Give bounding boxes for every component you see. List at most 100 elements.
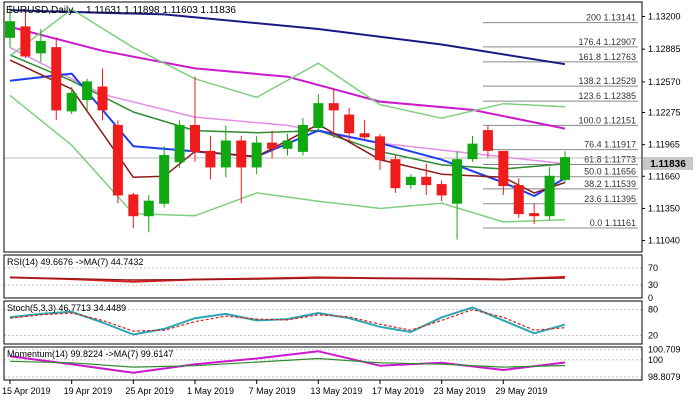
fib-label: 50.0 1.11656 [584, 167, 636, 177]
candle-body [190, 124, 200, 152]
indicator-line [9, 309, 566, 332]
date-tick-label: 1 May 2019 [187, 386, 234, 396]
candle-body [513, 185, 524, 215]
moving-average-line [9, 25, 566, 130]
date-tick-label: 23 May 2019 [434, 386, 486, 396]
current-price-box [643, 157, 693, 170]
price-axis: 1.13200 1.12885 1.12570 1.12275 1.11965 1.116… [642, 12, 681, 246]
candle-body [82, 81, 93, 101]
candle-body [467, 143, 478, 160]
indicator-tick-label: 80 [648, 305, 658, 315]
candle-body [375, 136, 385, 161]
candle-body [51, 47, 62, 111]
panel-frame [3, 1, 643, 253]
moving-average-line [9, 9, 566, 66]
candle-body [297, 124, 308, 152]
indicator-tick-label: 98.8079 [648, 372, 681, 382]
price-tick-label: 1.12275 [648, 107, 681, 117]
candle-body [282, 140, 293, 149]
chart-title: EURUSD,Daily [6, 5, 73, 16]
price-tick-label: 1.11660 [648, 171, 680, 181]
candle-body [452, 159, 463, 204]
price-tick-label: 1.11965 [648, 140, 680, 150]
fib-label: 38.2 1.11539 [584, 179, 636, 189]
candle-body [529, 213, 540, 217]
candle-body [421, 176, 432, 186]
candle-body [112, 124, 123, 196]
fib-label: 61.8 1.11773 [584, 155, 636, 165]
candle-body [66, 92, 77, 112]
fib-label: 161.8 1.12763 [578, 52, 636, 62]
price-tick-label: 1.12885 [648, 44, 681, 54]
panel-frame [3, 300, 643, 345]
indicator-title: RSI(14) 49.6676 ->MA(7) 44.7432 [7, 257, 143, 267]
candle-body [97, 86, 108, 111]
candle-body [236, 140, 247, 168]
candle-body [328, 103, 339, 111]
candle-body [267, 142, 278, 149]
candle-body [220, 140, 231, 168]
indicator-tick-label: 0 [648, 293, 653, 303]
date-tick-label: 13 May 2019 [310, 386, 362, 396]
date-tick-label: 15 Apr 2019 [2, 386, 51, 396]
moving-average-line [9, 94, 566, 223]
date-tick-label: 17 May 2019 [372, 386, 424, 396]
fib-label: 138.2 1.12529 [578, 76, 636, 86]
price-tick-label: 1.13200 [648, 12, 681, 22]
candle-body [5, 21, 15, 38]
candle-body [498, 150, 509, 187]
indicator-tick-label: 100 [648, 355, 663, 365]
panel-frame [3, 346, 643, 381]
candle-body [143, 200, 154, 217]
candle-body [359, 133, 370, 138]
candle-body [128, 194, 139, 217]
indicator-line [9, 350, 566, 374]
indicator-title: Momentum(14) 99.8224 ->MA(7) 99.6147 [7, 349, 173, 359]
date-tick-label: 29 May 2019 [495, 386, 547, 396]
indicator-tick-label: 100.709 [648, 345, 681, 355]
candle-body [205, 150, 216, 168]
rsi-panel: 70 30 0 RSI(14) 49.6676 ->MA(7) 44.7432 [4, 257, 658, 303]
candle-body [20, 26, 31, 57]
candle-body [251, 142, 262, 168]
indicator-line [9, 357, 566, 368]
indicator-line [9, 306, 566, 336]
moving-averages [9, 8, 566, 223]
indicator-tick-label: 20 [648, 330, 658, 340]
candle-body [174, 124, 185, 163]
date-tick-label: 19 Apr 2019 [64, 386, 113, 396]
panel-frame [3, 254, 643, 299]
fib-label: 76.4 1.11917 [584, 140, 636, 150]
current-price-label: 1.11836 [650, 159, 686, 170]
date-tick-label: 7 May 2019 [249, 386, 296, 396]
indicator-tick-label: 30 [648, 280, 658, 290]
fib-label: 0.0 1.11161 [590, 218, 636, 228]
fib-label: 23.6 1.11395 [584, 194, 636, 204]
date-tick-label: 25 Apr 2019 [125, 386, 174, 396]
fib-label: 100.0 1.12151 [578, 115, 636, 125]
ohlc-readout: 1.11631 1.11898 1.11603 1.11836 [86, 5, 236, 16]
price-tick-label: 1.11040 [648, 236, 680, 246]
date-axis: 15 Apr 2019 19 Apr 2019 25 Apr 2019 1 May 2… [2, 380, 547, 396]
indicator-line [9, 277, 566, 281]
candle-body [482, 130, 493, 151]
stochastic-panel: 80 20 Stoch(5,3,3) 46.7713 34.4489 [4, 303, 658, 340]
fib-label: 200 1.13141 [586, 13, 636, 23]
fib-label: 176.4 1.12907 [578, 37, 636, 47]
price-tick-label: 1.11350 [648, 203, 680, 213]
indicator-tick-label: 70 [648, 263, 658, 273]
candle-body [436, 184, 447, 196]
candle-body [560, 157, 570, 180]
candle-body [159, 155, 170, 204]
indicator-title: Stoch(5,3,3) 46.7713 34.4489 [7, 303, 126, 313]
candle-body [35, 40, 46, 54]
candle-body [344, 114, 355, 134]
fib-label: 123.6 1.12385 [578, 91, 636, 101]
candle-body [313, 103, 324, 129]
candle-body [544, 175, 555, 217]
candlesticks [5, 5, 570, 240]
candle-body [405, 176, 416, 186]
candle-body [390, 159, 401, 189]
